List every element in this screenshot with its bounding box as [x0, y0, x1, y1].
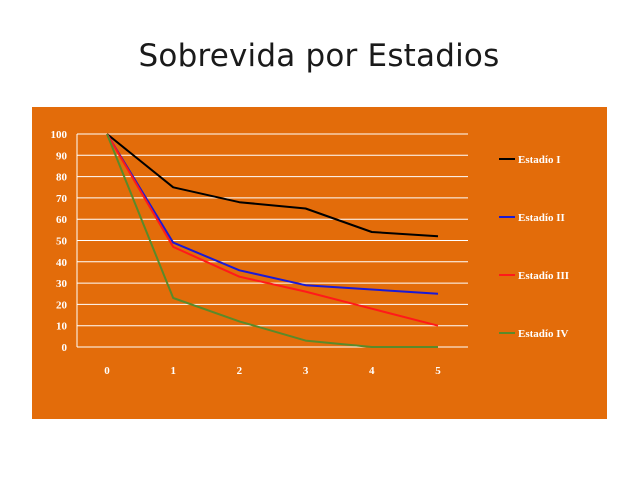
series-line-2 [106, 133, 439, 295]
x-tick-label: 1 [170, 365, 176, 377]
y-axis-ticks: 0 10 20 30 40 50 60 70 80 90 100 [51, 129, 68, 354]
x-axis-ticks: 0 1 2 3 4 5 [104, 365, 441, 377]
x-tick-label: 4 [369, 365, 375, 377]
y-tick-label: 70 [56, 193, 68, 205]
grid-lines [76, 133, 468, 348]
y-tick-label: 50 [56, 236, 68, 248]
legend: Estadío I Estadío II Estadío III Estadío IV [499, 154, 569, 340]
series-line-3 [106, 133, 439, 327]
x-tick-label: 2 [237, 365, 243, 377]
x-tick-label: 3 [303, 365, 309, 377]
x-tick-label: 0 [104, 365, 110, 377]
y-tick-label: 40 [56, 257, 68, 269]
series-line-4 [106, 133, 438, 348]
y-tick-label: 80 [56, 172, 68, 184]
slide-title: Sobrevida por Estadios [138, 38, 500, 74]
legend-label: Estadío III [518, 270, 569, 282]
y-tick-label: 90 [56, 150, 68, 162]
y-tick-label: 0 [62, 342, 68, 354]
y-tick-label: 10 [56, 321, 68, 333]
y-tick-label: 60 [56, 214, 68, 226]
y-tick-label: 100 [51, 129, 68, 141]
legend-label: Estadío IV [518, 328, 568, 340]
series-lines [106, 133, 439, 348]
x-tick-label: 5 [435, 365, 441, 377]
y-tick-label: 20 [56, 299, 68, 311]
legend-label: Estadío II [518, 212, 565, 224]
series-line-1 [106, 133, 439, 238]
legend-label: Estadío I [518, 154, 561, 166]
y-tick-label: 30 [56, 278, 68, 290]
